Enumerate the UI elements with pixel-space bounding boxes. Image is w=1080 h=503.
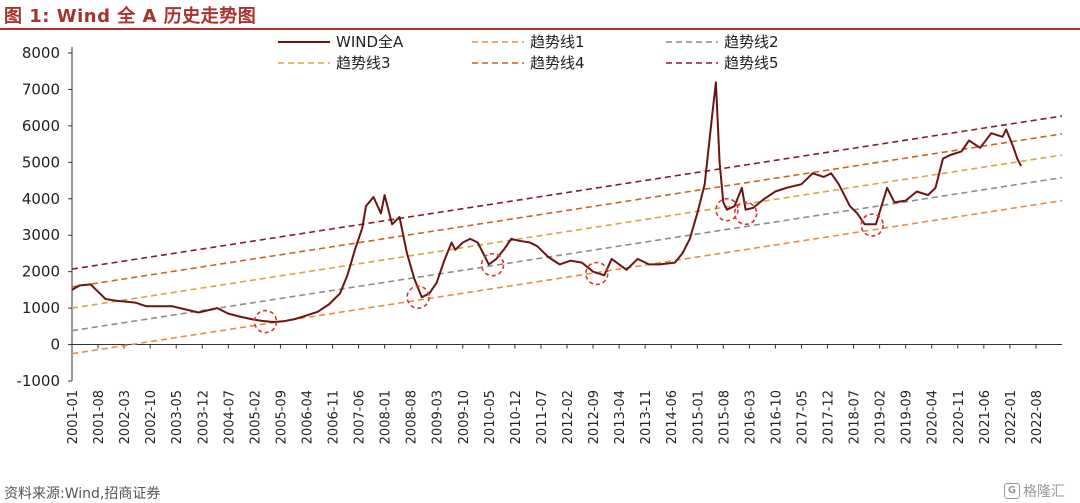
- x-tick-label: 2012-02: [561, 390, 576, 444]
- y-tick-label: 4000: [22, 190, 60, 208]
- y-tick-label: -1000: [16, 372, 60, 390]
- x-tick-label: 2002-10: [144, 390, 159, 444]
- low-point-circle: [860, 213, 884, 237]
- logo-text: 格隆汇: [1023, 484, 1065, 500]
- x-tick-label: 2015-01: [691, 390, 706, 444]
- x-tick-label: 2017-05: [795, 390, 810, 444]
- legend-entry: 趋势线4: [530, 54, 585, 72]
- y-tick-label: 6000: [22, 117, 60, 135]
- y-tick-label: 7000: [22, 80, 60, 98]
- x-tick-label: 2020-11: [952, 390, 967, 444]
- y-tick-label: 0: [50, 336, 60, 354]
- series-line-trend-5: [71, 115, 1063, 270]
- x-tick-label: 2008-01: [379, 390, 394, 444]
- x-tick-label: 2016-10: [769, 390, 784, 444]
- x-tick-label: 2006-04: [300, 390, 315, 444]
- legend-entry: 趋势线1: [530, 33, 585, 51]
- x-tick-label: 2005-02: [248, 390, 263, 444]
- watermark-logo: G 格隆汇: [1004, 481, 1065, 501]
- x-tick-label: 2001-01: [66, 390, 81, 444]
- x-tick-label: 2019-09: [900, 390, 915, 444]
- low-point-circle: [715, 197, 739, 222]
- x-tick-label: 2007-06: [353, 390, 368, 444]
- series-line-trend-4: [71, 133, 1063, 288]
- x-tick-label: 2015-08: [717, 390, 732, 444]
- x-tick-label: 2003-05: [170, 390, 185, 444]
- y-tick-label: 8000: [22, 44, 60, 62]
- x-tick-label: 2014-06: [665, 390, 680, 444]
- legend-entry: 趋势线5: [724, 54, 779, 72]
- figure-title: 图 1: Wind 全 A 历史走势图: [4, 6, 257, 27]
- x-tick-label: 2008-08: [405, 390, 420, 444]
- logo-mark-icon: G: [1004, 483, 1020, 499]
- x-tick-label: 2020-04: [926, 390, 941, 444]
- x-tick-label: 2017-12: [822, 390, 837, 444]
- x-tick-label: 2018-07: [848, 390, 863, 444]
- series-line-trend-1: [71, 199, 1063, 355]
- x-tick-label: 2013-04: [613, 390, 628, 444]
- x-tick-label: 2009-10: [457, 390, 472, 444]
- x-tick-label: 2009-03: [431, 390, 446, 444]
- x-tick-label: 2002-03: [118, 390, 133, 444]
- source-note: 资料来源:Wind,招商证券: [4, 486, 161, 502]
- series-line-trend-2: [71, 176, 1063, 332]
- x-tick-label: 2005-09: [274, 390, 289, 444]
- x-tick-label: 2010-05: [483, 390, 498, 444]
- x-tick-label: 2006-11: [327, 390, 342, 444]
- chart: -1000 0 1000 2000 3000 4000 5000 6000 7000 8000 20…: [16, 33, 1063, 444]
- legend-entry: 趋势线2: [724, 33, 779, 51]
- low-point-circle: [733, 201, 758, 226]
- y-tick-label: 3000: [22, 226, 60, 244]
- low-point-circle: [584, 261, 609, 286]
- y-tick-label: 2000: [22, 263, 60, 281]
- y-tick-label: 5000: [22, 153, 60, 171]
- x-tick-label: 2010-12: [509, 390, 524, 444]
- x-tick-label: 2021-06: [978, 390, 993, 444]
- x-tick-label: 2004-07: [222, 390, 237, 444]
- x-tick-label: 2016-03: [743, 390, 758, 444]
- x-tick-label: 2003-12: [196, 390, 211, 444]
- legend-entry: 趋势线3: [336, 54, 391, 72]
- x-tick-label: 2001-08: [92, 390, 107, 444]
- low-point-circle: [480, 252, 505, 277]
- x-tick-label: 2022-08: [1030, 390, 1045, 444]
- x-tick-label: 2012-09: [587, 390, 602, 444]
- y-tick-label: 1000: [22, 299, 60, 317]
- legend-entry: WIND全A: [336, 33, 404, 51]
- x-tick-label: 2019-02: [874, 390, 889, 444]
- series-line-trend-3: [71, 154, 1063, 309]
- low-point-circle: [253, 309, 278, 334]
- x-tick-label: 2013-11: [639, 390, 654, 444]
- title-rule: [0, 28, 1080, 30]
- x-tick-label: 2022-01: [1004, 390, 1019, 444]
- low-point-circle: [406, 285, 430, 309]
- x-tick-label: 2011-07: [535, 390, 550, 444]
